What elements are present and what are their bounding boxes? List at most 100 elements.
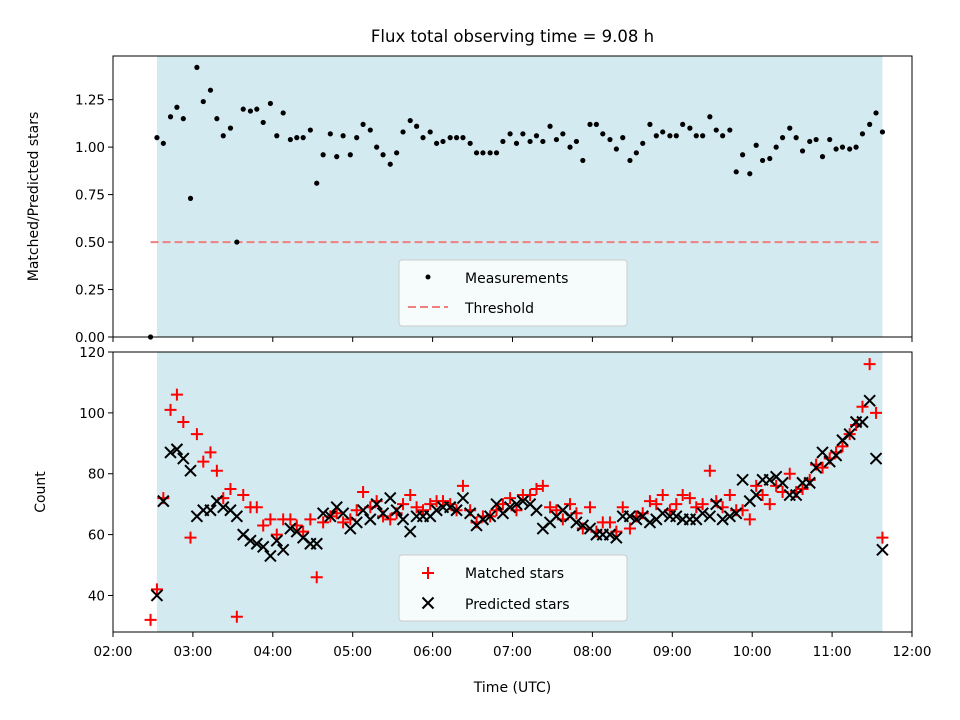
predicted-star-point: [643, 516, 657, 529]
matched-star-point: [870, 406, 883, 419]
measurement-point: [827, 136, 833, 143]
measurement-point: [673, 133, 679, 139]
measurement-point: [533, 133, 540, 139]
matched-star-point: [504, 492, 517, 505]
predicted-star-point: [217, 501, 230, 514]
matched-star-point: [876, 531, 889, 544]
matched-star-point: [756, 489, 769, 502]
top-axes-frame: [112, 55, 913, 338]
measurement-point: [300, 135, 306, 141]
predicted-star-point: [370, 497, 383, 511]
measurement-point: [473, 150, 480, 156]
matched-star-point: [337, 516, 350, 529]
matched-star-point: [164, 403, 177, 416]
matched-star-point: [723, 489, 736, 502]
measurement-point: [500, 138, 506, 145]
measurement-point: [160, 140, 166, 146]
legend-threshold-label: Threshold: [464, 301, 534, 317]
measurement-point: [234, 239, 240, 245]
matched-star-point: [197, 455, 210, 468]
measurement-point: [513, 140, 520, 146]
predicted-star-point: [656, 507, 669, 520]
legend-matched-marker: [422, 567, 434, 579]
matched-star-point: [836, 440, 849, 453]
measurement-point: [307, 127, 313, 133]
matched-star-point: [177, 416, 190, 428]
predicted-star-point: [150, 589, 164, 602]
matched-star-point: [643, 495, 656, 508]
measurement-point: [354, 135, 360, 141]
measurement-point: [867, 121, 873, 127]
predicted-star-point: [430, 504, 443, 517]
measurement-point: [567, 144, 573, 150]
measurement-point: [174, 104, 180, 110]
predicted-star-point: [503, 501, 517, 514]
measurement-point: [879, 129, 886, 135]
matched-star-point: [310, 571, 323, 584]
bottom-legend-box: [398, 554, 628, 622]
measurement-point: [480, 150, 486, 156]
top-y-tick-label: 1.25: [75, 93, 105, 109]
predicted-star-point: [257, 540, 270, 553]
predicted-star-point: [843, 427, 856, 441]
measurement-point: [633, 150, 639, 156]
matched-star-point: [603, 516, 616, 529]
measurement-point: [154, 135, 160, 141]
predicted-star-point: [177, 452, 190, 465]
measurement-point: [600, 131, 606, 137]
predicted-star-point: [364, 513, 377, 526]
matched-star-point: [863, 358, 876, 371]
measurement-point: [707, 114, 713, 120]
bottom-x-ticks: 02:00 03:00 04:00 05:00 06:00 07:00 08:00 09:00…: [94, 632, 931, 660]
measurement-point: [227, 125, 234, 131]
measurement-point: [527, 138, 533, 145]
top-y-ticks: 0.00 0.25 0.50 0.75 1.00 1.25: [75, 93, 113, 346]
predicted-star-point: [630, 513, 643, 526]
measurement-point: [340, 133, 346, 139]
predicted-star-point: [157, 494, 170, 508]
matched-star-point: [544, 501, 557, 514]
x-tick-label: 11:00: [813, 644, 852, 660]
predicted-star-point: [316, 507, 330, 520]
matched-star-point: [670, 498, 683, 511]
predicted-star-point: [603, 528, 617, 541]
measurement-point: [667, 133, 673, 139]
predicted-star-point: [270, 534, 284, 547]
x-tick-label: 09:00: [653, 644, 692, 660]
predicted-star-point: [384, 491, 397, 505]
measurement-point: [660, 129, 666, 135]
bottom-axes-frame: [112, 351, 913, 633]
measurement-point: [400, 129, 406, 135]
x-tick-label: 07:00: [493, 644, 532, 660]
matched-star-point: [436, 495, 449, 508]
x-tick-label: 10:00: [733, 644, 772, 660]
measurement-point: [247, 108, 254, 114]
matched-star-point: [224, 482, 237, 495]
matched-star-point: [357, 486, 370, 498]
measurement-point: [700, 133, 706, 139]
matched-star-point: [384, 513, 397, 526]
predicted-stars-points: [150, 394, 889, 602]
predicted-star-point: [670, 510, 683, 523]
matched-star-point: [456, 479, 469, 492]
measurement-point: [200, 98, 206, 105]
predicted-star-point: [856, 415, 869, 429]
measurement-point: [220, 133, 226, 139]
predicted-star-point: [450, 504, 463, 517]
measurement-point: [587, 121, 593, 127]
measurement-point: [767, 155, 773, 162]
matched-star-point: [404, 489, 417, 502]
matched-star-point: [650, 498, 663, 511]
predicted-star-point: [716, 513, 729, 526]
x-tick-label: 04:00: [253, 644, 292, 660]
predicted-star-point: [723, 510, 737, 523]
predicted-star-point: [736, 473, 749, 487]
measurement-point: [580, 157, 586, 164]
measurement-point: [593, 121, 599, 127]
matched-star-point: [743, 513, 756, 526]
measurement-point: [727, 127, 733, 133]
predicted-star-point: [516, 494, 530, 508]
predicted-star-point: [610, 531, 623, 544]
predicted-star-point: [476, 513, 490, 526]
top-panel: 0.00 0.25 0.50 0.75 1.00 1.25 Flux total obse…: [26, 27, 913, 346]
